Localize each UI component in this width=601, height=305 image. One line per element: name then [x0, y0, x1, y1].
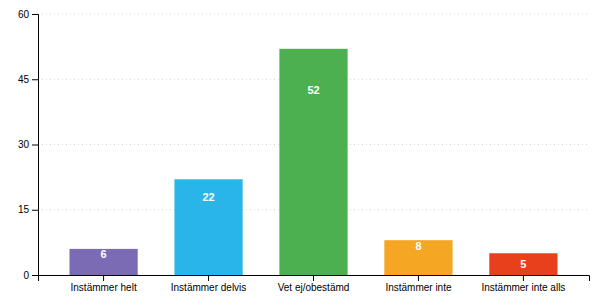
tick-mark [313, 275, 314, 281]
tick: 60 [18, 9, 38, 20]
axis-line [39, 276, 590, 282]
tick: 0 [23, 270, 38, 281]
data-label: 52 [307, 84, 319, 96]
tick: Instämmer delvis [171, 275, 247, 293]
tick-mark [103, 275, 104, 281]
tick-mark [32, 145, 38, 146]
bar [279, 49, 347, 275]
y-axis: 0 15 30 45 60 [18, 9, 39, 281]
tick-label: 45 [18, 74, 30, 85]
tick: Instämmer inte [385, 275, 452, 293]
tick-label: Instämmer delvis [171, 282, 247, 293]
axis-line [32, 15, 39, 276]
tick: Vet ej/obestämd [278, 275, 350, 293]
data-label: 5 [520, 258, 526, 270]
tick-label: 15 [18, 204, 30, 215]
tick-mark [523, 275, 524, 281]
tick: 45 [18, 74, 38, 85]
tick-mark [32, 210, 38, 211]
tick-label: 0 [23, 270, 29, 281]
tick: 15 [18, 204, 38, 215]
tick-mark [32, 275, 38, 276]
tick: 30 [18, 139, 38, 150]
tick-mark [32, 14, 38, 15]
tick-mark [32, 79, 38, 80]
chart: 0 15 30 45 60 Instämmer helt Instämmer delvis V… [0, 0, 601, 305]
tick-mark [208, 275, 209, 281]
data-label: 8 [415, 240, 421, 252]
grid [38, 14, 589, 275]
tick-label: Instämmer helt [71, 282, 137, 293]
tick-mark [418, 275, 419, 281]
tick-label: 60 [18, 9, 30, 20]
bar [489, 253, 557, 275]
x-axis: Instämmer helt Instämmer delvis Vet ej/obe… [39, 275, 590, 293]
tick-label: Vet ej/obestämd [278, 282, 350, 293]
data-label: 22 [202, 191, 214, 203]
tick-label: Instämmer inte alls [481, 282, 565, 293]
tick: Instämmer helt [71, 275, 137, 293]
tick: Instämmer inte alls [481, 275, 565, 293]
tick-label: Instämmer inte [385, 282, 452, 293]
data-label: 6 [101, 248, 107, 260]
tick-label: 30 [18, 139, 30, 150]
grid-line [38, 14, 589, 15]
bars [69, 49, 557, 275]
bar [384, 240, 452, 275]
data-labels: 6 22 52 8 5 [101, 84, 527, 271]
bar [174, 179, 242, 275]
plot: 0 15 30 45 60 Instämmer helt Instämmer delvis V… [18, 9, 590, 293]
